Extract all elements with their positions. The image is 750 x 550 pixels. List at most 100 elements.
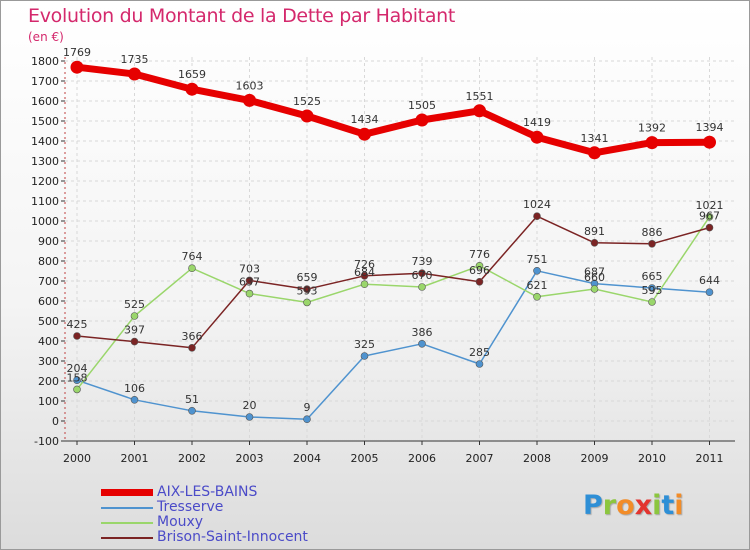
data-label: 366 [182,330,203,343]
x-tick-label: 2011 [696,452,724,465]
legend-swatch [101,521,153,524]
data-point [73,332,81,340]
data-point [358,127,371,141]
data-point [533,292,541,301]
series-line-brison-saint-innocent [76,215,710,349]
x-tick-label: 2006 [408,452,436,465]
data-label: 595 [642,284,663,297]
data-label: 684 [354,266,375,279]
x-tick-label: 2005 [351,452,379,465]
data-point [300,109,314,123]
data-label: 397 [124,324,145,337]
y-tick-label: 1300 [31,155,59,168]
data-label: 886 [642,226,663,239]
legend-item: Mouxy [101,515,308,530]
data-point [418,269,426,278]
data-label: 751 [527,253,548,266]
chart-title: Evolution du Montant de la Dette par Hab… [28,5,456,27]
data-label: 967 [699,210,720,223]
data-label: 1735 [121,53,149,66]
data-label: 525 [124,298,145,311]
data-label: 621 [527,279,548,292]
data-point [475,261,484,270]
data-point [303,285,311,294]
proxiti-logo: Proxiti [583,490,684,521]
data-point [648,298,656,306]
data-label: 1525 [293,95,321,108]
y-tick-label: 300 [38,355,59,368]
data-point [243,93,256,107]
data-label: 660 [584,271,605,284]
data-point [73,385,81,394]
data-point [418,339,426,348]
data-point [245,289,254,298]
data-label: 1659 [178,68,206,81]
data-point [473,104,486,118]
y-tick-label: 0 [52,415,59,428]
data-point [130,312,139,320]
data-point [703,135,716,149]
data-label: 1024 [523,198,551,211]
data-point [475,360,484,368]
data-point [303,298,311,307]
logo-letter: i [652,490,662,521]
data-label: 726 [354,258,375,271]
data-label: 1551 [466,90,494,103]
data-point [188,264,196,273]
x-tick-label: 2010 [638,452,666,465]
data-label: 665 [642,270,663,283]
data-label: 687 [584,266,605,279]
data-point [130,337,139,346]
x-tick-label: 2002 [178,452,206,465]
data-point [130,395,139,404]
data-point [303,415,311,424]
y-axis-unit: (en €) [28,30,64,44]
data-label: 204 [67,362,88,375]
data-point [648,240,656,248]
data-label: 1769 [63,46,91,59]
legend-label: Tresserve [157,499,224,515]
data-label: 696 [469,264,490,277]
data-point [418,283,426,291]
data-label: 593 [297,284,318,297]
data-point [705,223,714,232]
y-tick-label: -100 [34,435,59,448]
y-tick-label: 900 [38,235,59,248]
logo-letter: t [661,490,675,521]
data-label: 764 [182,250,203,263]
data-point [360,271,369,280]
logo-letter: i [674,490,684,521]
data-point [188,343,196,352]
data-point [360,352,369,360]
x-tick-label: 2004 [293,452,321,465]
data-label: 1394 [696,121,724,134]
y-tick-label: 1600 [31,95,59,108]
legend: AIX-LES-BAINS Tresserve Mouxy Brison-Saint-… [101,485,308,545]
data-label: 637 [239,276,260,289]
data-point [188,406,196,415]
data-label: 158 [67,371,88,384]
y-tick-label: 800 [38,255,59,268]
legend-label: AIX-LES-BAINS [157,484,258,500]
data-point [128,67,141,81]
x-tick-label: 2008 [523,452,551,465]
data-point [648,284,656,292]
data-label: 659 [297,271,318,284]
legend-label: Mouxy [157,514,204,530]
data-label: 20 [243,399,257,412]
data-point [360,280,369,289]
y-tick-label: 1500 [31,115,59,128]
logo-letter: x [634,490,653,521]
data-label: 1021 [696,199,724,212]
x-tick-label: 2007 [466,452,494,465]
data-label: 106 [124,382,145,395]
x-tick-label: 2000 [63,452,91,465]
y-tick-label: 1700 [31,75,59,88]
data-label: 670 [412,269,433,282]
data-point [245,413,254,421]
legend-item: Tresserve [101,500,308,515]
legend-item: AIX-LES-BAINS [101,485,308,500]
logo-letter: o [616,490,635,521]
data-label: 891 [584,225,605,238]
data-label: 1505 [408,99,436,112]
